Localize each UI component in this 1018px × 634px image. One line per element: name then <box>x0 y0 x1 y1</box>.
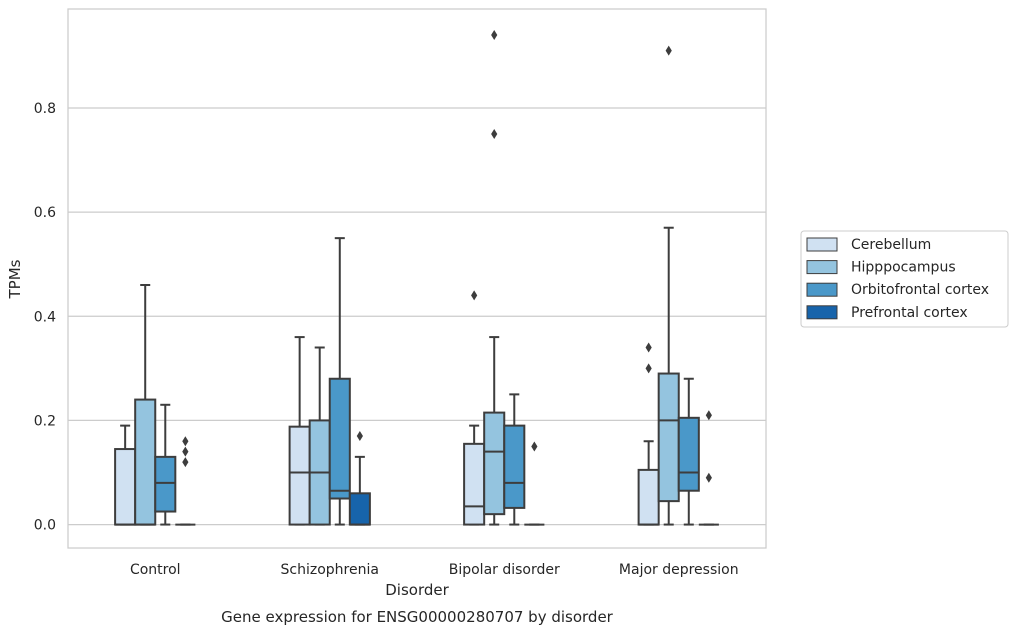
box-body <box>463 442 486 526</box>
boxes <box>114 30 719 526</box>
outlier-point <box>705 410 712 421</box>
outlier-point <box>645 363 652 374</box>
legend-label: Hipppocampus <box>851 260 956 276</box>
tick-labels: 0.0 0.2 0.4 0.6 0.8 Control Schizophrenia Bipol… <box>34 101 739 578</box>
box-cerebellum <box>288 336 311 526</box>
box-cerebellum <box>637 342 660 526</box>
box-body <box>503 424 526 509</box>
box-body <box>154 455 177 513</box>
legend-label: Orbitofrontal cortex <box>851 282 989 298</box>
box-prefrontal-cortex <box>524 441 545 526</box>
y-tick-label: 0.6 <box>34 205 56 221</box>
box-prefrontal-cortex <box>698 410 719 526</box>
legend-swatch <box>806 237 838 252</box>
box-body <box>348 492 371 526</box>
outlier-point <box>645 342 652 353</box>
chart-caption: Gene expression for ENSG00000280707 by d… <box>221 608 614 626</box>
box-orbitofrontal-cortex <box>154 403 177 526</box>
outlier-point <box>356 431 363 442</box>
box-body <box>328 377 351 500</box>
y-tick-label: 0.2 <box>34 413 56 429</box>
outlier-point <box>491 30 498 41</box>
box-body <box>483 411 506 516</box>
box-orbitofrontal-cortex <box>503 393 526 526</box>
outlier-point <box>182 446 189 457</box>
x-tick-label: Schizophrenia <box>281 562 379 578</box>
plot-frame <box>67 8 767 549</box>
box-cerebellum <box>463 290 486 526</box>
box-hipppocampus <box>308 346 331 526</box>
box-orbitofrontal-cortex <box>677 377 700 526</box>
outlier-point <box>182 457 189 468</box>
y-tick-label: 0.8 <box>34 101 56 117</box>
legend-label: Cerebellum <box>851 237 931 253</box>
legend-swatch <box>806 305 838 320</box>
legend-frame <box>800 230 1009 328</box>
box-body <box>677 416 700 492</box>
outlier-point <box>531 441 538 452</box>
box-prefrontal-cortex <box>348 431 371 526</box>
legend-swatch <box>806 260 838 275</box>
box-body <box>288 425 311 526</box>
box-cerebellum <box>114 424 137 526</box>
box-prefrontal-cortex <box>175 436 196 526</box>
y-tick-label: 0.0 <box>34 518 56 534</box>
outlier-point <box>705 472 712 483</box>
outlier-point <box>491 128 498 139</box>
box-hipppocampus <box>134 284 157 526</box>
box-hipppocampus <box>483 30 506 526</box>
legend-swatch <box>806 282 838 297</box>
outlier-point <box>471 290 478 301</box>
x-axis-label: Disorder <box>385 581 449 599</box>
box-body <box>134 398 157 526</box>
box-body <box>657 372 680 503</box>
box-body <box>637 468 660 526</box>
legend: Cerebellum Hipppocampus Orbitofrontal cort… <box>800 230 1009 328</box>
legend-label: Prefrontal cortex <box>851 305 968 321</box>
box-orbitofrontal-cortex <box>328 237 351 526</box>
box-hipppocampus <box>657 45 680 526</box>
outlier-point <box>182 436 189 447</box>
y-tick-label: 0.4 <box>34 309 56 325</box>
x-tick-label: Major depression <box>619 562 739 578</box>
y-axis-label: TPMs <box>6 259 24 299</box>
outlier-point <box>665 45 672 56</box>
x-tick-label: Bipolar disorder <box>449 562 560 578</box>
x-tick-label: Control <box>130 562 181 578</box>
box-body <box>114 448 137 526</box>
